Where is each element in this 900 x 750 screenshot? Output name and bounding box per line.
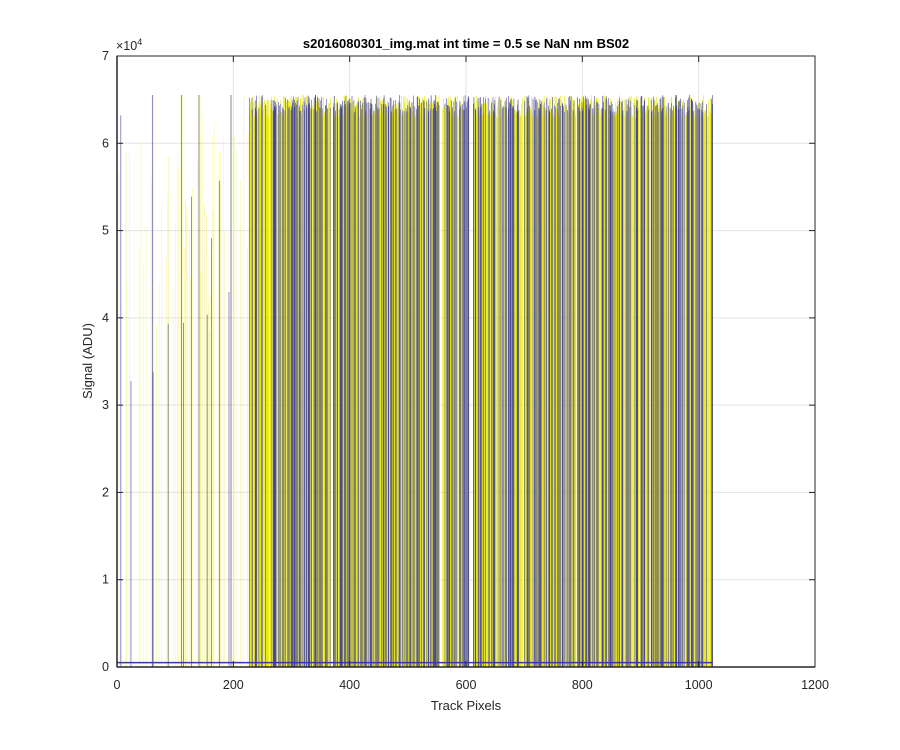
tick-labels: 0 200 400 600 800 1000 1200 0 1 2 3 4 5 6 7 xyxy=(102,49,829,692)
y-tick-label: 0 xyxy=(102,660,109,674)
chart-title: s2016080301_img.mat int time = 0.5 se Na… xyxy=(303,36,629,51)
x-axis-label: Track Pixels xyxy=(431,698,502,713)
y-tick-label: 6 xyxy=(102,136,109,150)
x-tick-label: 200 xyxy=(223,678,244,692)
x-tick-label: 800 xyxy=(572,678,593,692)
y-axis-multiplier: ×104 xyxy=(116,37,142,53)
series-blue-sparse xyxy=(120,94,232,667)
series-blue-dense xyxy=(249,94,713,667)
series-layer xyxy=(117,94,713,667)
y-multiplier-exponent: 4 xyxy=(137,37,142,47)
y-tick-label: 4 xyxy=(102,311,109,325)
y-tick-label: 5 xyxy=(102,224,109,238)
y-multiplier-base: ×10 xyxy=(116,39,137,53)
axes xyxy=(116,55,816,668)
x-tick-label: 1200 xyxy=(801,678,829,692)
y-axis-label: Signal (ADU) xyxy=(80,323,95,399)
y-tick-label: 1 xyxy=(102,573,109,587)
x-tick-label: 0 xyxy=(114,678,121,692)
series-yellow-sparse xyxy=(118,94,249,667)
x-tick-label: 1000 xyxy=(685,678,713,692)
x-tick-label: 600 xyxy=(456,678,477,692)
y-tick-label: 3 xyxy=(102,398,109,412)
y-tick-label: 2 xyxy=(102,485,109,499)
x-tick-label: 400 xyxy=(339,678,360,692)
y-tick-label: 7 xyxy=(102,49,109,63)
